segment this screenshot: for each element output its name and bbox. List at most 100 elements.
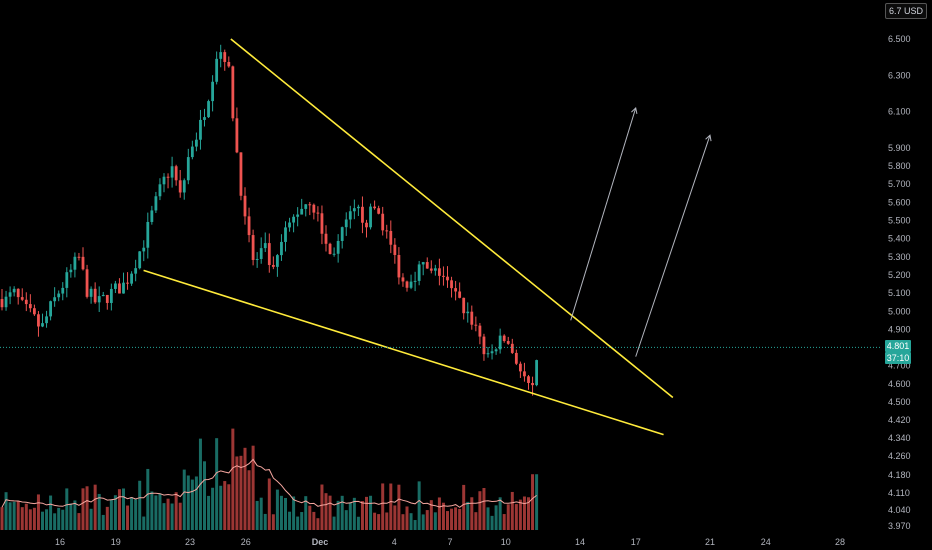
volume-bar: [389, 483, 393, 530]
candle-body: [85, 269, 89, 297]
candle-body: [442, 275, 445, 277]
candle-body: [57, 293, 61, 298]
volume-bar: [41, 511, 44, 530]
candle-body: [8, 292, 12, 297]
candle-body: [531, 382, 534, 386]
date-tick-label: 24: [761, 537, 771, 547]
price-tick-label: 4.260: [888, 451, 911, 461]
candle-body: [413, 280, 417, 282]
candle-body: [336, 240, 340, 254]
volume-bar: [0, 507, 4, 530]
candle-body: [49, 301, 52, 317]
candle-body: [324, 233, 328, 244]
candle-body: [267, 243, 271, 265]
volume-bar: [207, 495, 211, 530]
volume-bar: [324, 493, 328, 530]
volume-bar: [490, 515, 494, 530]
candle-body: [182, 180, 186, 193]
volume-bar: [182, 469, 186, 530]
volume-bar: [296, 516, 300, 530]
volume-bar: [284, 497, 287, 530]
volume-bar: [328, 495, 332, 530]
time-axis[interactable]: 16 19 23 26 Dec 4 7 10 14 17 21 24 28: [55, 537, 845, 547]
volume-bar: [279, 495, 283, 530]
volume-bar: [81, 488, 85, 530]
candle-body: [458, 291, 462, 298]
price-tick-label: 5.200: [888, 270, 911, 280]
volume-bar: [304, 496, 308, 530]
volume-bar: [231, 428, 235, 530]
date-tick-label: 4: [392, 537, 397, 547]
volume-bar: [271, 514, 275, 530]
volume-bar: [446, 511, 449, 530]
volume-bar: [255, 500, 259, 530]
candle-body: [41, 323, 44, 327]
volume-bar: [369, 495, 373, 530]
volume-bar: [61, 509, 65, 530]
volume-bar: [360, 501, 364, 530]
volume-bar: [32, 507, 36, 530]
volume-bar: [235, 456, 239, 530]
volume-bar: [292, 496, 296, 530]
volume-bar: [101, 514, 105, 530]
candle-body: [154, 196, 158, 211]
candle-body: [284, 227, 287, 242]
projection-arrowhead-1: [631, 106, 638, 114]
candle-body: [105, 294, 109, 303]
candle-body: [352, 208, 356, 212]
volume-bar: [24, 503, 28, 530]
candle-body: [93, 288, 97, 303]
volume-bar: [186, 475, 190, 530]
candle-body: [466, 311, 470, 314]
date-tick-label: 7: [447, 537, 452, 547]
candle-body: [369, 206, 372, 228]
volume-bar: [352, 497, 356, 530]
price-axis[interactable]: 6.500 6.300 6.100 5.900 5.800 5.700 5.600 5.500…: [888, 34, 911, 531]
volume-bar: [348, 502, 352, 530]
candle-body: [89, 288, 93, 297]
volume-bar: [531, 474, 535, 530]
candle-body: [462, 297, 466, 314]
price-tick-label: 4.340: [888, 433, 911, 443]
date-tick-label: 21: [705, 537, 715, 547]
volume-bar: [288, 511, 292, 530]
volume-bar: [174, 492, 178, 530]
volume-bar: [134, 499, 138, 530]
date-tick-label: 28: [835, 537, 845, 547]
projection-arrow-2: [635, 135, 711, 357]
volume-bar: [498, 497, 502, 530]
volume-bar: [170, 503, 174, 530]
volume-bar: [320, 484, 324, 530]
volume-bar: [340, 495, 344, 530]
candle-body: [178, 180, 182, 193]
candle-body: [438, 268, 441, 276]
candle-body: [243, 195, 247, 217]
volume-bar: [385, 512, 389, 530]
candle-body: [77, 256, 81, 258]
volume-bar: [16, 501, 20, 530]
volume-bar: [308, 505, 312, 530]
candle-body: [381, 213, 385, 231]
candle-body: [235, 118, 239, 153]
candle-body: [142, 247, 146, 252]
candle-body: [454, 288, 457, 292]
volume-bar: [312, 511, 316, 530]
drawings[interactable]: [143, 38, 712, 436]
current-price-badge: 4.801: [885, 340, 911, 353]
candle-body: [259, 248, 263, 259]
candle-body: [344, 219, 348, 228]
currency-tag[interactable]: 6.7 USD: [885, 3, 928, 19]
volume-bar: [77, 513, 81, 530]
candle-body: [474, 324, 478, 326]
candle-body: [276, 255, 279, 267]
volume-bar: [478, 491, 482, 530]
volume-bar: [162, 503, 166, 530]
candle-body: [33, 308, 36, 315]
volume-bar: [65, 488, 69, 530]
volume-bar: [377, 514, 381, 530]
candle-body: [65, 272, 69, 288]
candle-body: [308, 204, 312, 206]
volume-bar: [190, 479, 194, 530]
volume-bar: [401, 514, 405, 530]
